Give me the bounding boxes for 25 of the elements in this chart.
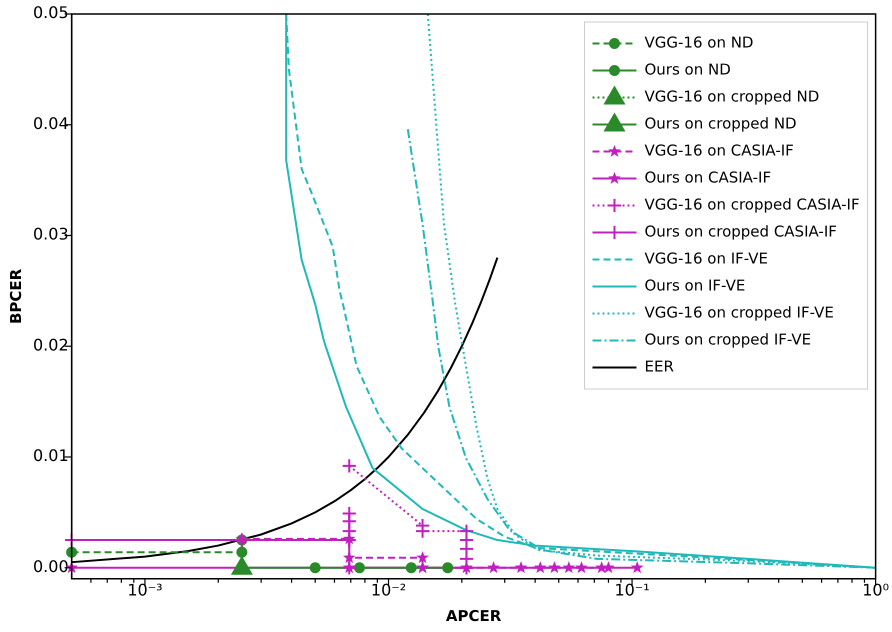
legend-label: Ours on cropped ND — [644, 114, 797, 132]
y-tick-label: 0.03 — [33, 224, 69, 244]
legend-label: VGG-16 on cropped IF-VE — [644, 303, 834, 322]
y-tick-label: 0.04 — [33, 114, 69, 133]
legend-label: VGG-16 on cropped ND — [644, 87, 820, 106]
x-tick-label: 10⁻³ — [127, 580, 163, 600]
legend-label: Ours on ND — [644, 60, 731, 78]
legend-label: Ours on IF-VE — [644, 276, 746, 294]
y-tick-label: 0.02 — [33, 335, 69, 354]
y-tick-label: 0.01 — [33, 446, 69, 466]
legend-label: VGG-16 on ND — [644, 33, 754, 52]
x-tick-label: 10⁻² — [370, 580, 406, 600]
y-axis-title: BPCER — [6, 268, 25, 324]
y-tick-label: 0.05 — [33, 3, 69, 22]
legend-label: Ours on cropped CASIA-IF — [644, 222, 837, 240]
legend-label: Ours on cropped IF-VE — [644, 330, 812, 348]
legend-label: EER — [644, 357, 674, 376]
legend-label: VGG-16 on cropped CASIA-IF — [644, 195, 860, 214]
x-tick-label: 10⁻¹ — [614, 580, 650, 600]
legend-label: Ours on CASIA-IF — [644, 168, 772, 186]
legend-label: VGG-16 on CASIA-IF — [644, 141, 794, 160]
x-tick-label: 10⁰ — [862, 580, 890, 600]
legend-label: VGG-16 on IF-VE — [644, 249, 768, 268]
x-axis-title: APCER — [446, 606, 502, 625]
y-tick-label: 0.00 — [33, 556, 69, 576]
